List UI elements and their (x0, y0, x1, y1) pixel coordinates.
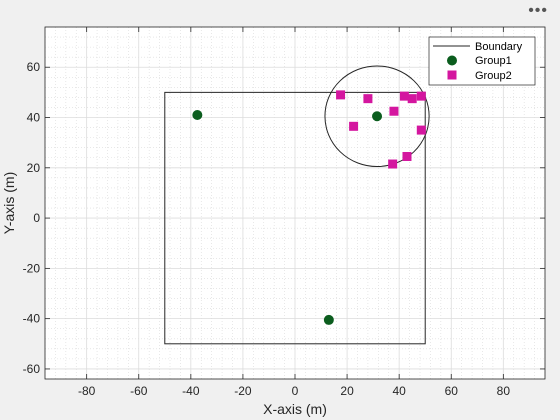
group2-point-2 (349, 121, 359, 131)
group2-point-8 (402, 151, 412, 161)
group2-point-0 (336, 90, 346, 100)
group2-point-1 (363, 94, 373, 104)
boundary-rectangle (164, 91, 426, 345)
x-tick-label: 60 (445, 384, 459, 398)
x-axis-label: X-axis (m) (263, 401, 327, 417)
group2-point-9 (388, 159, 398, 169)
group1-point-2 (372, 111, 383, 122)
legend-entry-boundary: Boundary (475, 41, 523, 53)
boundary-shapes (164, 65, 430, 345)
y-tick-label: -60 (23, 362, 41, 376)
legend-group2-marker (447, 70, 457, 80)
legend: Boundary Group1 Group2 (428, 36, 536, 86)
y-tick-label: 20 (27, 161, 41, 175)
x-tick-label: -20 (234, 384, 252, 398)
boundary-circle (324, 65, 430, 168)
tick-labels: -80 -60 -40 -20 0 20 40 60 80 -60 -40 -20 0 20 40 60 (23, 60, 511, 398)
x-tick-label: 80 (497, 384, 511, 398)
y-tick-label: -20 (23, 261, 41, 275)
more-options-icon[interactable]: ••• (528, 2, 548, 19)
group1-point-1 (323, 314, 334, 325)
group2-point-4 (399, 91, 409, 101)
x-tick-label: -80 (78, 384, 96, 398)
x-tick-label: -60 (130, 384, 148, 398)
y-tick-label: 60 (27, 60, 41, 74)
group2-point-5 (407, 94, 417, 104)
legend-entry-group2: Group2 (475, 70, 512, 82)
y-axis-label: Y-axis (m) (1, 172, 17, 235)
legend-entry-group1: Group1 (475, 55, 512, 67)
group2-point-6 (416, 91, 426, 101)
group1-point-0 (192, 110, 203, 120)
x-tick-label: 20 (340, 384, 354, 398)
y-tick-label: 40 (27, 111, 41, 125)
y-tick-label: 0 (33, 211, 40, 225)
x-tick-label: 40 (392, 384, 406, 398)
data-markers (192, 90, 426, 325)
axes-box (44, 26, 546, 380)
x-tick-label: -40 (182, 384, 200, 398)
x-tick-label: 0 (292, 384, 299, 398)
axis-ticks (45, 27, 545, 379)
legend-group1-marker (447, 55, 457, 66)
group2-point-7 (416, 125, 426, 135)
y-tick-label: -40 (23, 312, 41, 326)
group2-point-3 (389, 106, 399, 116)
legend-box (428, 36, 536, 86)
